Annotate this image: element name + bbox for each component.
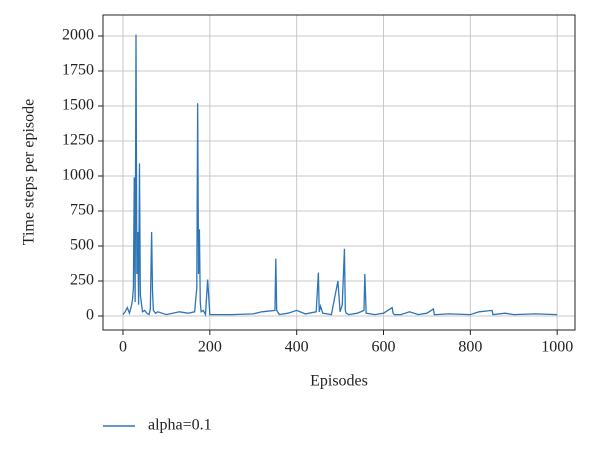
y-tick-label: 0	[86, 307, 94, 324]
y-tick-label: 1500	[62, 97, 94, 114]
x-tick-label: 200	[198, 339, 222, 356]
y-tick-label: 500	[70, 237, 94, 254]
x-tick-label: 600	[372, 339, 396, 356]
data-line	[122, 34, 558, 317]
y-tick-label: 750	[70, 202, 94, 219]
y-tick-label: 1250	[62, 132, 94, 149]
x-tick-label: 800	[458, 339, 482, 356]
legend-label: alpha=0.1	[148, 417, 212, 434]
y-tick-label: 1750	[62, 62, 94, 79]
y-tick-label: 2000	[62, 27, 94, 44]
y-tick-label: 1000	[62, 167, 94, 184]
x-axis-label: Episodes	[310, 373, 368, 390]
plot-frame	[102, 14, 576, 331]
y-tick-label: 250	[70, 272, 94, 289]
x-tick-label: 400	[285, 339, 309, 356]
y-axis-label: Time steps per episode	[21, 99, 38, 246]
x-tick-label: 1000	[541, 339, 573, 356]
x-tick-label: 0	[119, 339, 127, 356]
